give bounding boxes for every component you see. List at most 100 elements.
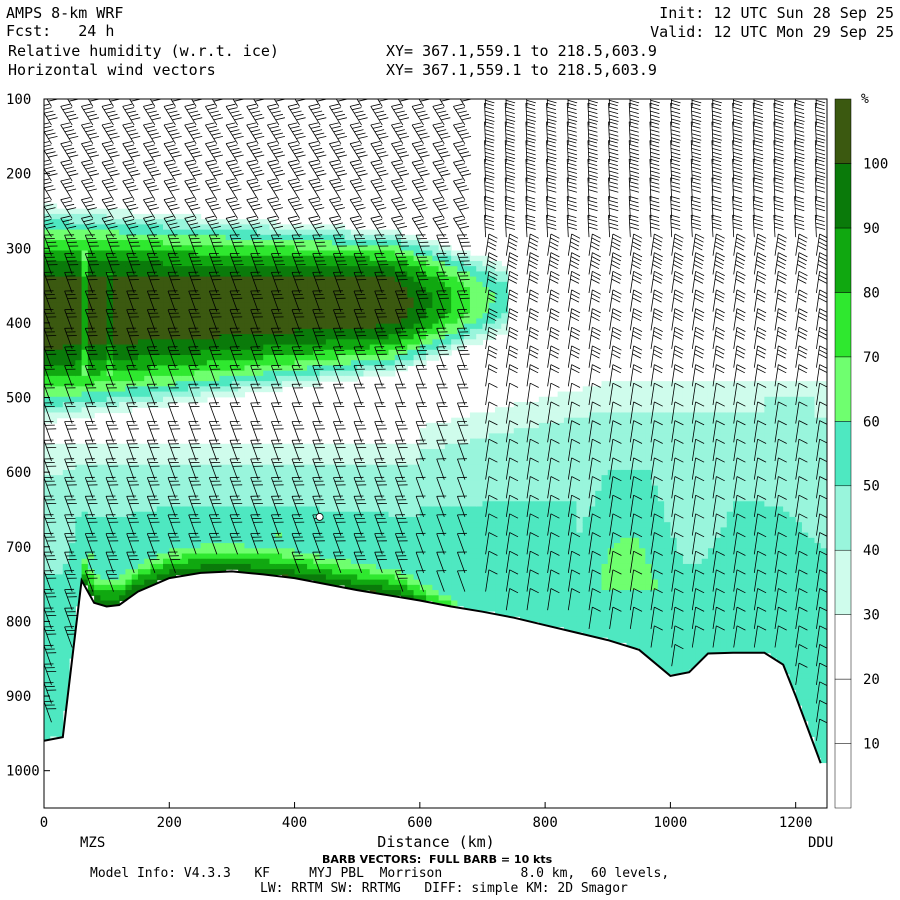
rh-cell bbox=[131, 464, 139, 471]
rh-cell bbox=[513, 537, 521, 544]
rh-cell bbox=[388, 370, 396, 377]
rh-cell bbox=[106, 600, 114, 607]
rh-cell bbox=[256, 501, 264, 508]
rh-cell bbox=[375, 522, 383, 528]
rh-cell bbox=[307, 480, 314, 487]
rh-cell bbox=[106, 349, 114, 356]
rh-cell bbox=[307, 543, 314, 549]
rh-cell bbox=[407, 323, 415, 330]
rh-cell bbox=[125, 454, 133, 461]
rh-cell bbox=[206, 516, 214, 523]
rh-cell bbox=[275, 469, 283, 476]
rh-cell bbox=[382, 250, 390, 257]
rh-cell bbox=[69, 370, 76, 377]
rh-cell bbox=[426, 449, 433, 455]
rh-cell bbox=[94, 579, 101, 586]
rh-cell bbox=[238, 511, 246, 518]
rh-cell bbox=[169, 443, 177, 450]
rh-cell bbox=[137, 245, 145, 252]
rh-cell bbox=[557, 407, 565, 414]
rh-cell bbox=[338, 516, 346, 523]
rh-cell bbox=[520, 595, 527, 602]
rh-cell bbox=[119, 543, 127, 549]
rh-cell bbox=[407, 328, 415, 335]
rh-cell bbox=[325, 459, 333, 466]
rh-cell bbox=[495, 543, 502, 549]
rh-cell bbox=[87, 443, 95, 450]
rh-cell bbox=[62, 344, 70, 351]
rh-cell bbox=[551, 422, 559, 429]
rh-cell bbox=[532, 574, 540, 581]
rh-cell bbox=[469, 584, 477, 591]
rh-cell bbox=[94, 260, 101, 267]
rh-cell bbox=[62, 647, 70, 654]
rh-cell bbox=[256, 569, 264, 575]
rh-cell bbox=[119, 464, 127, 471]
rh-cell bbox=[163, 574, 170, 581]
rh-cell bbox=[338, 245, 346, 252]
rh-cell bbox=[282, 522, 289, 528]
rh-cell bbox=[44, 412, 51, 419]
rh-cell bbox=[263, 224, 271, 231]
rh-cell bbox=[256, 527, 264, 534]
rh-cell bbox=[200, 302, 208, 309]
rh-cell bbox=[338, 318, 346, 325]
rh-cell bbox=[426, 464, 433, 471]
rh-cell bbox=[256, 281, 264, 288]
rh-cell bbox=[532, 590, 540, 596]
rh-cell bbox=[407, 516, 415, 523]
rh-cell bbox=[175, 490, 183, 497]
rh-cell bbox=[438, 454, 446, 461]
rh-cell bbox=[106, 297, 114, 304]
rh-cell bbox=[307, 532, 314, 539]
rh-cell bbox=[307, 469, 314, 476]
rh-cell bbox=[426, 459, 433, 466]
rh-cell bbox=[307, 464, 314, 471]
rh-cell bbox=[501, 297, 509, 304]
rh-cell bbox=[200, 391, 208, 398]
rh-cell bbox=[307, 245, 314, 252]
rh-cell bbox=[94, 370, 101, 377]
rh-cell bbox=[526, 548, 534, 555]
rh-cell bbox=[313, 469, 321, 476]
rh-cell bbox=[363, 537, 371, 544]
rh-cell bbox=[256, 543, 264, 549]
rh-cell bbox=[363, 532, 371, 539]
rh-cell bbox=[106, 569, 114, 575]
rh-cell bbox=[457, 449, 465, 455]
rh-cell bbox=[44, 616, 51, 623]
rh-cell bbox=[131, 386, 139, 393]
rh-cell bbox=[44, 365, 51, 372]
rh-cell bbox=[144, 464, 152, 471]
rh-cell bbox=[181, 537, 189, 544]
rh-cell bbox=[75, 407, 83, 414]
rh-cell bbox=[44, 339, 51, 346]
rh-cell bbox=[156, 297, 164, 304]
rh-cell bbox=[175, 297, 183, 304]
rh-cell bbox=[375, 266, 383, 272]
rh-cell bbox=[300, 334, 308, 340]
rh-cell bbox=[169, 271, 177, 278]
rh-cell bbox=[451, 532, 459, 539]
rh-cell bbox=[501, 485, 509, 492]
rh-cell bbox=[388, 307, 396, 314]
rh-cell bbox=[476, 574, 484, 581]
rh-cell bbox=[382, 511, 390, 518]
rh-cell bbox=[319, 318, 327, 325]
rh-cell bbox=[401, 496, 408, 502]
rh-cell bbox=[213, 553, 220, 560]
rh-cell bbox=[238, 386, 246, 393]
rh-cell bbox=[444, 422, 452, 429]
rh-cell bbox=[288, 375, 296, 382]
rh-cell bbox=[469, 506, 477, 513]
rh-cell bbox=[75, 266, 83, 272]
rh-cell bbox=[388, 454, 396, 461]
rh-cell bbox=[507, 579, 515, 586]
rh-cell bbox=[144, 266, 152, 272]
rh-cell bbox=[538, 511, 546, 518]
rh-cell bbox=[319, 443, 327, 450]
rh-cell bbox=[206, 360, 214, 367]
rh-cell bbox=[181, 501, 189, 508]
rh-cell bbox=[44, 396, 51, 403]
rh-cell bbox=[75, 245, 83, 252]
